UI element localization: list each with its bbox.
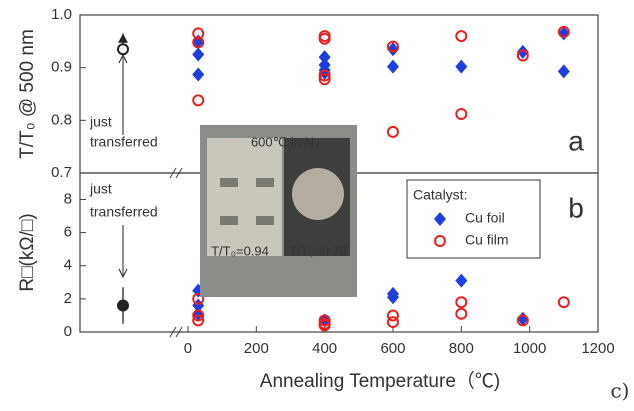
marker	[192, 27, 205, 40]
legend-label: Cu foil	[465, 210, 505, 226]
reference-marker	[117, 43, 129, 56]
y-axis-title: T/T₀ @ 500 nm	[17, 29, 38, 159]
marker	[318, 69, 331, 82]
marker	[557, 64, 570, 79]
figure-label: c)	[610, 379, 629, 403]
marker	[386, 40, 399, 53]
marker	[516, 49, 529, 62]
reference-marker	[118, 33, 128, 43]
x-tick-label: 0	[184, 340, 192, 357]
x-tick-label: 1200	[581, 340, 614, 357]
y-tick-label: 8	[64, 190, 72, 207]
y-axis-title: R□(kΩ/□)	[17, 213, 38, 291]
marker	[455, 273, 468, 288]
marker	[318, 50, 331, 65]
axis-break	[169, 326, 183, 338]
marker	[455, 108, 468, 121]
x-tick-label: 1000	[513, 340, 546, 357]
x-tick-label: 600	[380, 340, 405, 357]
marker	[192, 67, 205, 82]
legend-title: Catalyst:	[413, 187, 467, 203]
y-tick-label: 4	[64, 257, 72, 274]
marker	[192, 47, 205, 62]
annotation: just	[89, 181, 112, 197]
legend-label: Cu film	[465, 232, 509, 248]
arrow	[118, 225, 128, 279]
arrow	[118, 53, 128, 135]
marker	[516, 44, 529, 59]
marker	[318, 73, 331, 86]
legend-marker	[434, 212, 446, 226]
marker	[386, 42, 399, 57]
marker	[318, 65, 331, 80]
legend-box	[406, 179, 541, 259]
marker	[455, 30, 468, 43]
x-tick-label: 800	[449, 340, 474, 357]
reference-marker	[117, 299, 129, 312]
marker	[386, 309, 399, 322]
marker	[455, 296, 468, 309]
marker	[557, 25, 570, 38]
marker	[386, 59, 399, 74]
marker	[516, 314, 529, 327]
y-tick-label: 0	[64, 323, 72, 340]
x-tick-label: 400	[312, 340, 337, 357]
legend-marker	[434, 235, 446, 247]
marker	[318, 32, 331, 45]
x-tick-label: 200	[244, 340, 269, 357]
inset-photo: 600℃ in N₂ T/T₀=0.94 T/T₀=0.78	[200, 125, 357, 297]
marker	[455, 307, 468, 320]
marker	[386, 290, 399, 305]
x-axis-title: Annealing Temperature（℃)	[260, 370, 500, 392]
y-tick-label: 1.0	[51, 6, 72, 23]
marker	[455, 59, 468, 74]
marker	[192, 309, 205, 322]
y-tick-label: 2	[64, 290, 72, 307]
marker	[557, 296, 570, 309]
marker	[192, 36, 205, 49]
inset-label: T/T₀=0.94	[211, 243, 269, 258]
marker	[318, 319, 331, 332]
marker	[192, 94, 205, 107]
inset-caption: 600℃ in N₂	[251, 134, 319, 149]
annotation: transferred	[90, 204, 158, 220]
y-tick-label: 6	[64, 224, 72, 241]
inset-label: T/T₀=0.78	[289, 243, 347, 258]
y-tick-label: 0.7	[51, 164, 72, 181]
marker	[386, 316, 399, 329]
marker	[192, 292, 205, 305]
marker	[192, 314, 205, 327]
panel-label: b	[568, 192, 584, 223]
annotation: transferred	[90, 134, 158, 150]
annotation: just	[89, 114, 112, 130]
y-tick-label: 0.8	[51, 111, 72, 128]
panel-label: a	[568, 125, 584, 156]
y-tick-label: 0.9	[51, 59, 72, 76]
marker	[386, 125, 399, 138]
